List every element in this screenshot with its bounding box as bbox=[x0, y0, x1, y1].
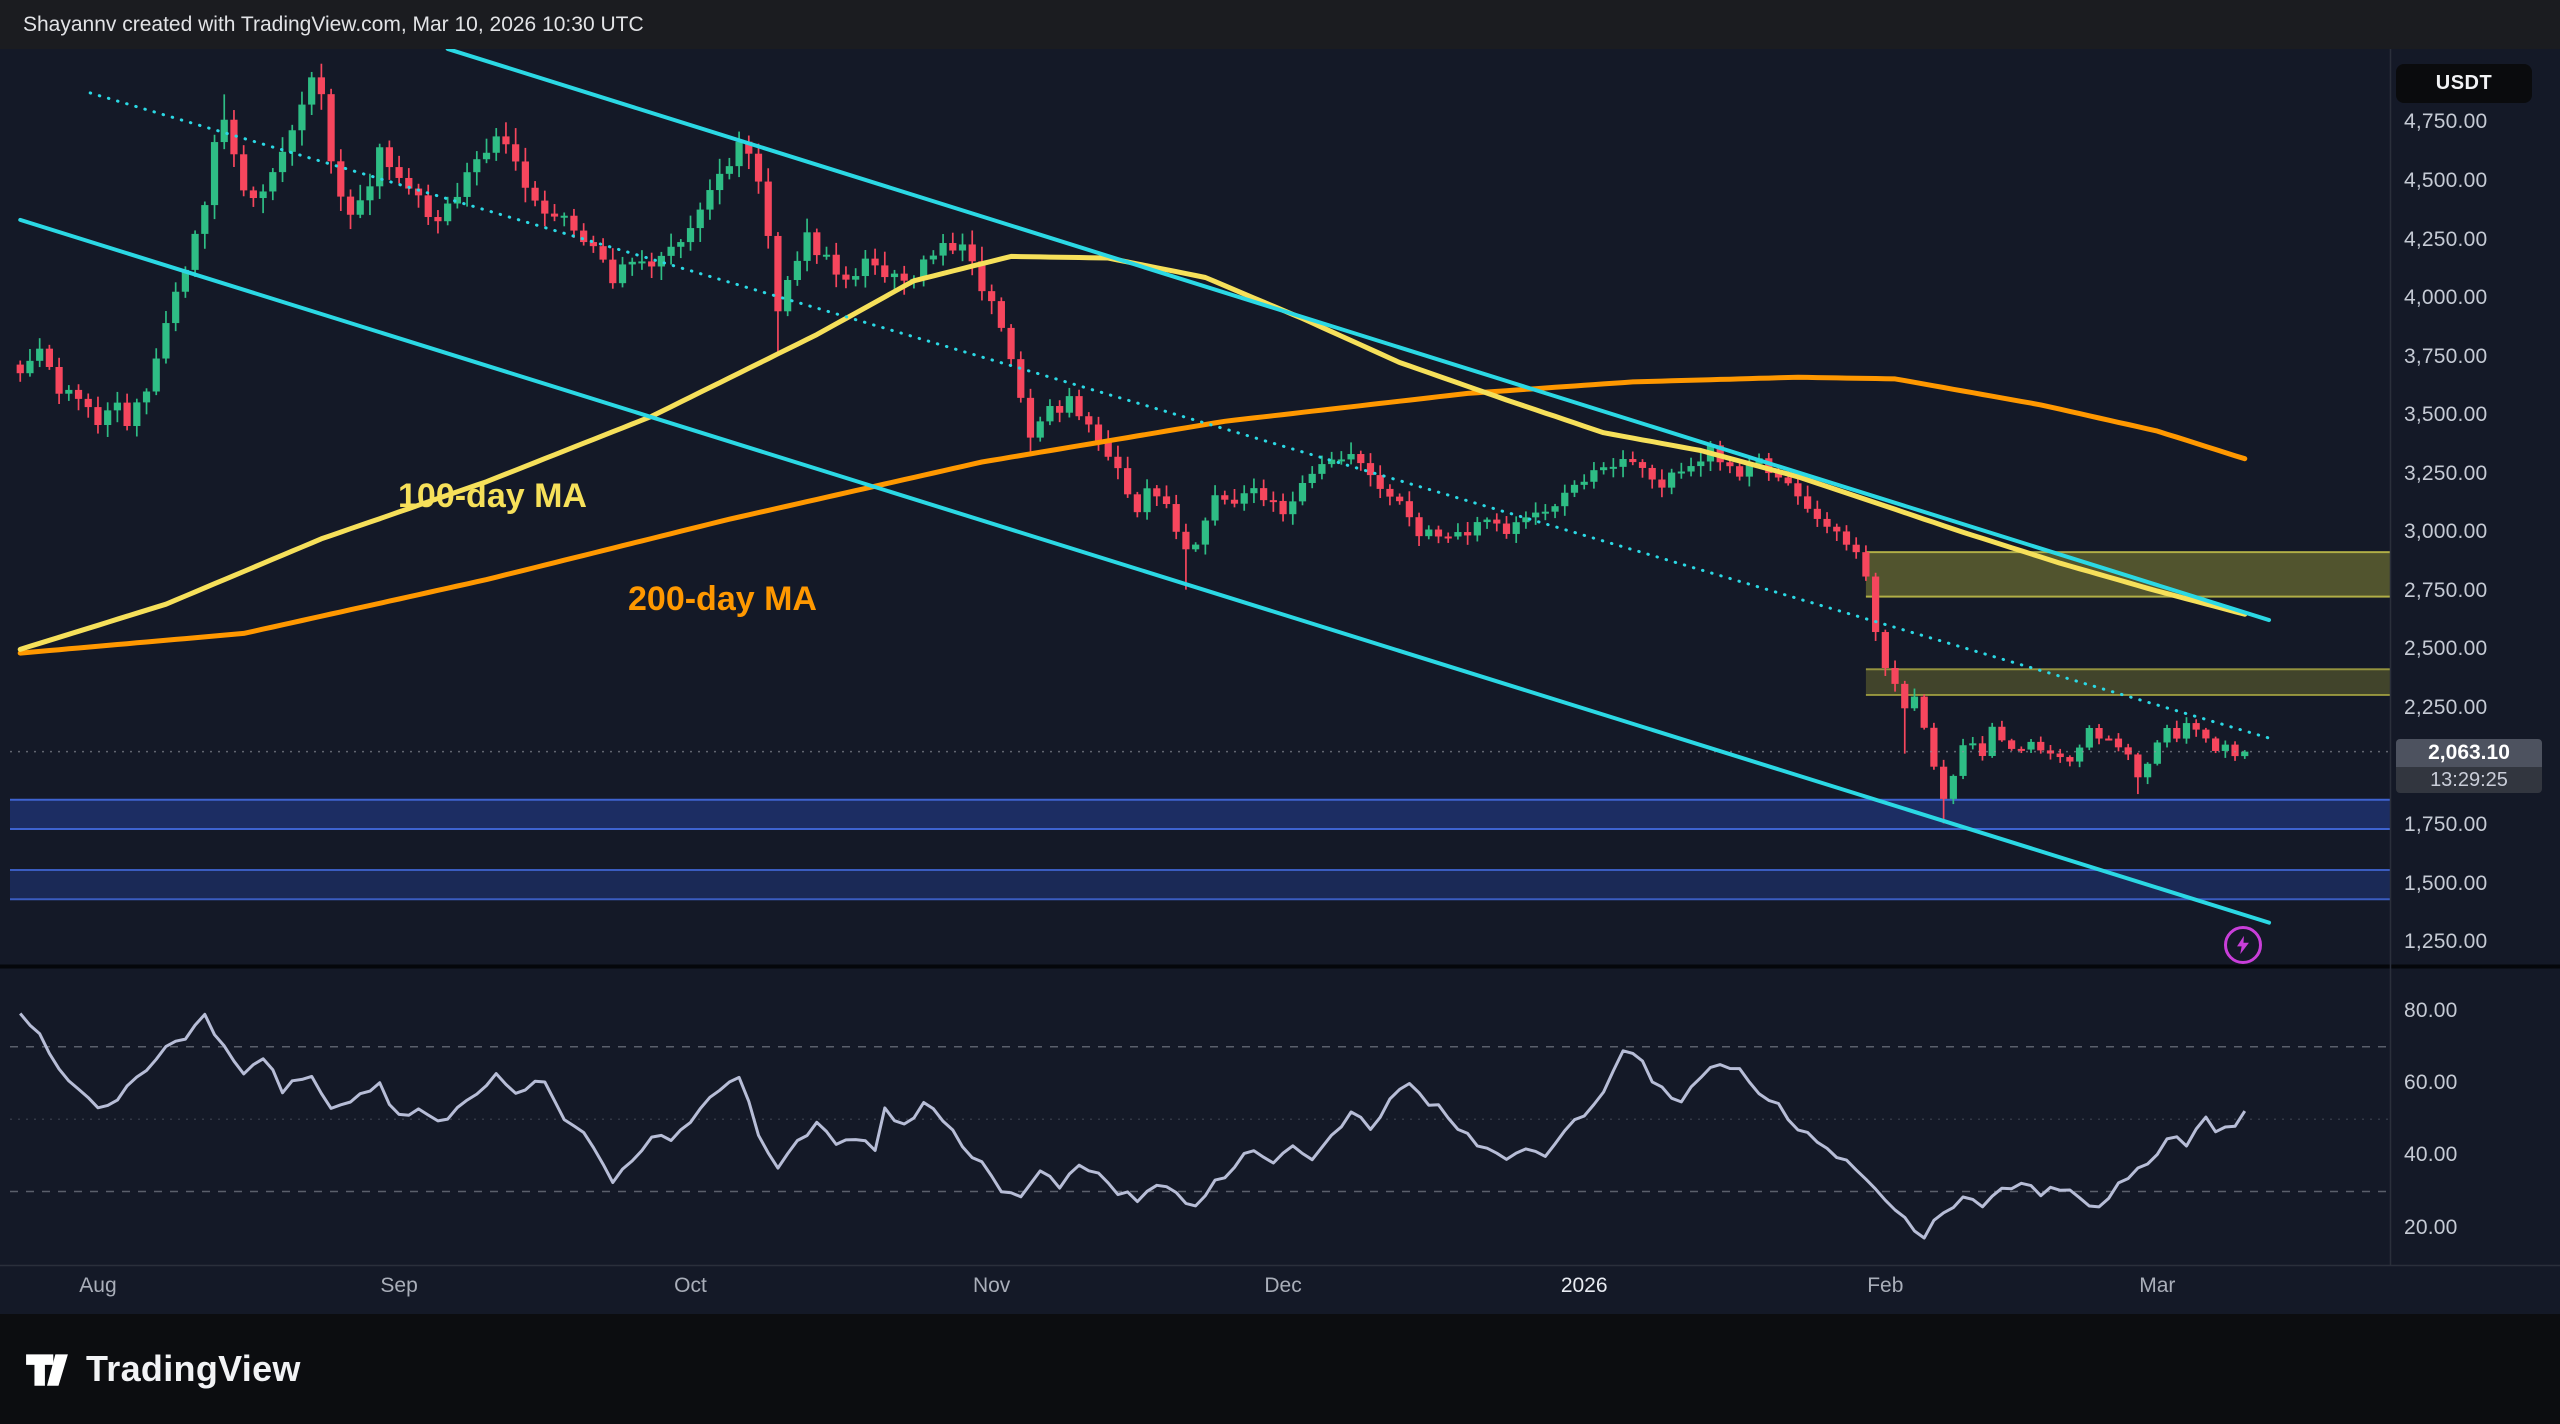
lightning-icon[interactable] bbox=[2224, 926, 2262, 964]
tradingview-logo-icon[interactable] bbox=[24, 1346, 70, 1392]
resistance-zone-lower[interactable] bbox=[1865, 669, 2390, 696]
channel-top-trendline[interactable] bbox=[445, 49, 2272, 623]
rsi-pane[interactable] bbox=[10, 1012, 2390, 1240]
channel-bottom-trendline[interactable] bbox=[18, 217, 2272, 925]
inner-dotted-trendline[interactable] bbox=[88, 91, 2271, 740]
support-zone-upper[interactable] bbox=[10, 799, 2390, 829]
attribution-bar: Shayannv created with TradingView.com, M… bbox=[0, 0, 2560, 49]
price-pane[interactable] bbox=[10, 49, 2390, 925]
candlestick-series bbox=[16, 63, 2249, 824]
rsi-line[interactable] bbox=[19, 1012, 2247, 1240]
last-price-value: 2,063.10 bbox=[2396, 739, 2542, 767]
attribution-text: Shayannv created with TradingView.com, M… bbox=[23, 12, 644, 36]
lightning-bolt-glyph bbox=[2237, 935, 2249, 955]
last-price-badge: 2,063.10 13:29:25 bbox=[2396, 739, 2542, 793]
tradingview-wordmark[interactable]: TradingView bbox=[86, 1348, 301, 1389]
ma100-label[interactable]: 100-day MA bbox=[398, 477, 587, 515]
ma200-label[interactable]: 200-day MA bbox=[628, 580, 817, 618]
footer-bar: TradingView bbox=[0, 1314, 2560, 1424]
bar-countdown: 13:29:25 bbox=[2396, 767, 2542, 793]
support-zone-lower[interactable] bbox=[10, 869, 2390, 900]
ma-200-line[interactable] bbox=[17, 374, 2248, 656]
currency-toggle-button[interactable]: USDT bbox=[2396, 64, 2532, 103]
